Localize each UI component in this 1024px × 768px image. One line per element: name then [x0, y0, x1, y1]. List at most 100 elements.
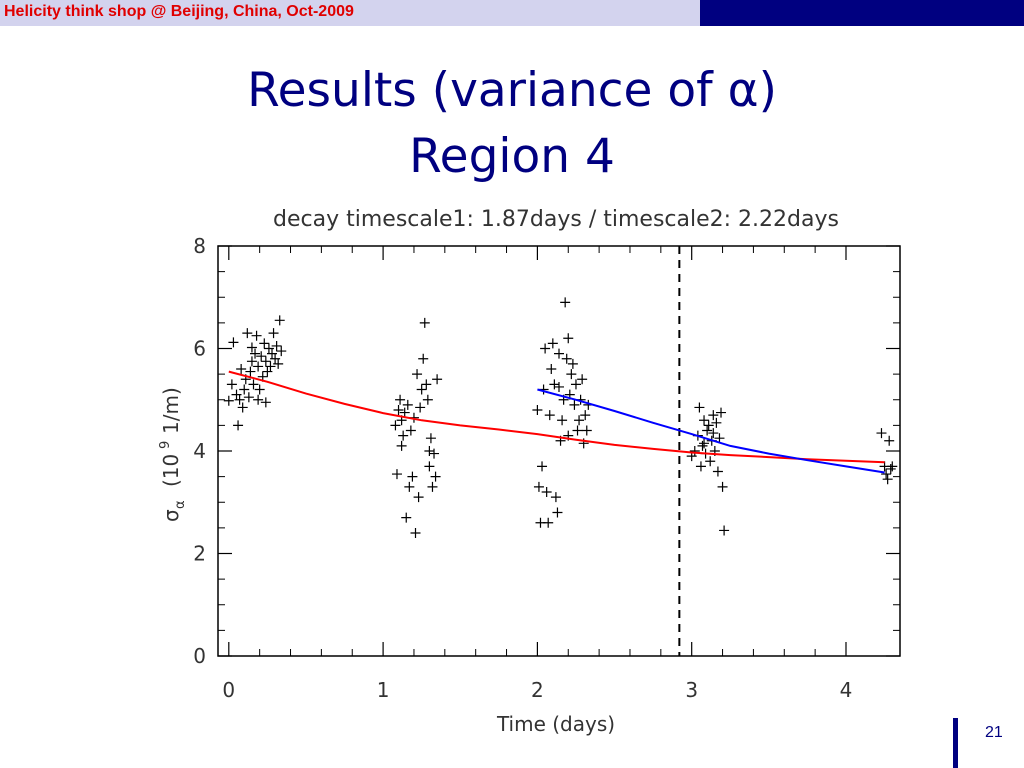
- x-tick-label: 4: [840, 678, 853, 702]
- data-point: [717, 481, 728, 492]
- data-point: [250, 348, 261, 359]
- data-point: [233, 420, 244, 431]
- header-bar-dark: [700, 0, 1024, 26]
- data-point: [432, 374, 443, 385]
- data-point: [391, 469, 402, 480]
- data-point: [708, 410, 719, 421]
- data-point: [242, 328, 253, 339]
- data-point: [402, 399, 413, 410]
- fit-line-timescale1: [228, 370, 885, 464]
- chart-title: decay timescale1: 1.87days / timescale2:…: [273, 207, 839, 232]
- x-tick-label: 3: [685, 678, 698, 702]
- data-point: [537, 461, 548, 472]
- data-point: [699, 438, 710, 449]
- y-tick-label: 6: [193, 337, 206, 361]
- header-bar-light: [0, 0, 700, 26]
- data-point: [577, 374, 588, 385]
- data-point: [228, 337, 239, 348]
- y-axis-label-sub: α: [173, 500, 188, 509]
- data-point: [563, 333, 574, 344]
- data-point: [421, 379, 432, 390]
- data-point: [697, 440, 708, 451]
- y-axis-label-units: 1/m): [159, 387, 183, 434]
- data-point: [554, 348, 564, 359]
- data-point: [236, 364, 247, 374]
- slide-title: Results (variance of α) Region 4: [0, 58, 1024, 190]
- data-point: [239, 384, 250, 395]
- data-point: [430, 471, 441, 482]
- data-point: [226, 379, 237, 390]
- axis-ticks: [218, 245, 900, 657]
- data-point: [259, 338, 270, 349]
- data-point: [422, 394, 433, 405]
- data-point: [580, 410, 591, 421]
- data-point: [260, 397, 271, 408]
- data-point: [719, 525, 730, 536]
- footer-bar: [953, 718, 958, 768]
- data-point: [566, 369, 577, 380]
- page-number: 21: [985, 724, 1003, 741]
- data-point: [405, 425, 416, 436]
- data-point: [410, 528, 421, 538]
- x-tick-label: 0: [222, 678, 235, 702]
- data-point: [231, 389, 242, 400]
- data-point: [540, 343, 551, 354]
- data-point: [695, 461, 706, 472]
- data-point: [413, 492, 424, 503]
- data-point: [561, 353, 572, 364]
- data-point: [418, 353, 429, 364]
- data-point: [425, 433, 436, 444]
- data-point: [395, 394, 406, 405]
- data-point: [567, 358, 578, 369]
- data-point: [412, 369, 423, 380]
- data-point: [887, 461, 898, 472]
- x-axis-label: Time (days): [496, 712, 615, 736]
- data-point: [532, 405, 543, 415]
- data-point: [407, 471, 418, 482]
- data-point: [876, 428, 887, 439]
- data-point: [708, 428, 719, 439]
- data-point: [416, 384, 427, 395]
- data-point: [265, 361, 276, 372]
- header-text: Helicity think shop @ Beijing, China, Oc…: [4, 3, 354, 20]
- data-point: [885, 463, 896, 474]
- data-point: [882, 474, 893, 485]
- data-point: [253, 394, 264, 405]
- data-point: [557, 415, 568, 426]
- x-tick-labels: 0 1 2 3 4: [222, 678, 852, 702]
- data-point: [427, 481, 438, 492]
- data-point: [550, 492, 561, 503]
- y-tick-label: 0: [193, 644, 206, 668]
- data-point: [716, 407, 727, 418]
- data-point: [243, 392, 254, 403]
- y-tick-label: 4: [193, 439, 206, 463]
- data-point: [541, 487, 552, 497]
- data-point: [268, 328, 279, 339]
- data-point: [570, 379, 581, 390]
- data-point: [881, 469, 892, 480]
- data-point: [254, 384, 265, 395]
- data-point: [712, 466, 723, 477]
- y-tick-label: 2: [193, 542, 206, 566]
- data-point: [270, 353, 281, 364]
- data-point: [429, 448, 440, 459]
- data-point: [572, 425, 583, 436]
- data-point: [547, 338, 558, 349]
- data-point: [554, 381, 564, 392]
- data-point: [694, 402, 705, 413]
- data-point: [404, 481, 415, 492]
- data-point: [552, 507, 563, 518]
- data-point: [396, 440, 407, 451]
- data-point: [274, 315, 285, 326]
- data-point: [253, 361, 264, 372]
- y-axis-label-exp: 9: [158, 441, 173, 449]
- data-point: [419, 317, 430, 328]
- y-axis-label: σ α (10 9 1/m): [158, 387, 188, 522]
- data-point: [546, 364, 557, 374]
- data-point: [884, 435, 895, 446]
- data-point: [271, 340, 282, 351]
- data-point: [705, 456, 716, 467]
- x-tick-label: 2: [531, 678, 544, 702]
- data-point: [390, 420, 401, 431]
